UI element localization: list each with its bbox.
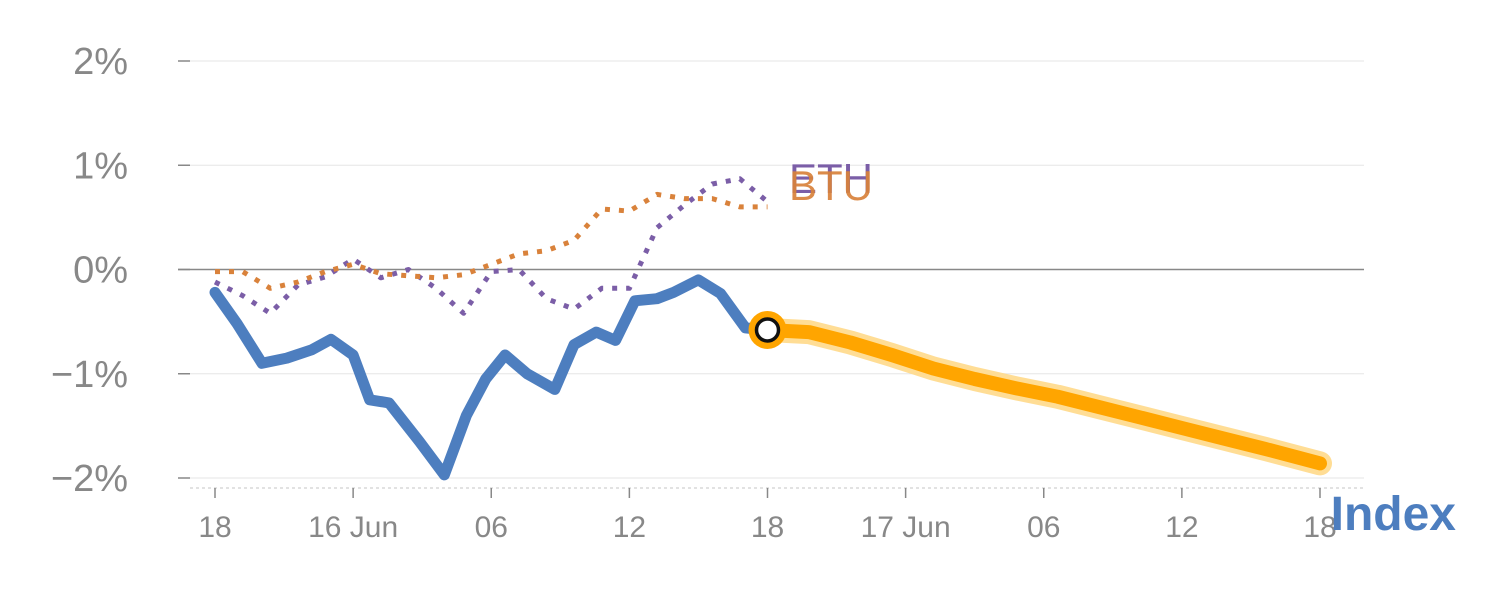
y-tick-label: −2% (51, 458, 128, 500)
series-label-eth: ETH (789, 155, 873, 202)
x-tick-label: 18 (1303, 511, 1336, 544)
y-tick-label: 2% (73, 41, 128, 83)
series-label-btu: BTU (789, 162, 873, 209)
x-tick-label: 18 (198, 511, 231, 544)
x-tick-label: 16 Jun (308, 511, 398, 544)
y-tick-label: 0% (73, 250, 128, 292)
forecast-line (760, 323, 1327, 471)
x-tick-label: 12 (613, 511, 646, 544)
series-line-btc (215, 191, 768, 291)
series-line-eth (213, 176, 770, 316)
x-tick-label: 18 (751, 511, 784, 544)
x-tick-label: 06 (1027, 511, 1060, 544)
y-tick-label: −1% (51, 354, 128, 396)
series-label-index: Index (1331, 488, 1457, 541)
y-tick-label: 1% (73, 145, 128, 187)
axis-layer: 2% 1% 0% −1% −2% 18 16 Jun 06 12 18 17 Jun 06 12 18 (51, 41, 1364, 544)
x-tick-label: 06 (475, 511, 508, 544)
current-point-marker (754, 317, 781, 343)
x-tick-label: 12 (1165, 511, 1198, 544)
grid-layer (178, 60, 1364, 479)
x-tick-label: 17 Jun (861, 511, 951, 544)
series-line-index (209, 274, 773, 481)
series-layer (209, 176, 1332, 481)
